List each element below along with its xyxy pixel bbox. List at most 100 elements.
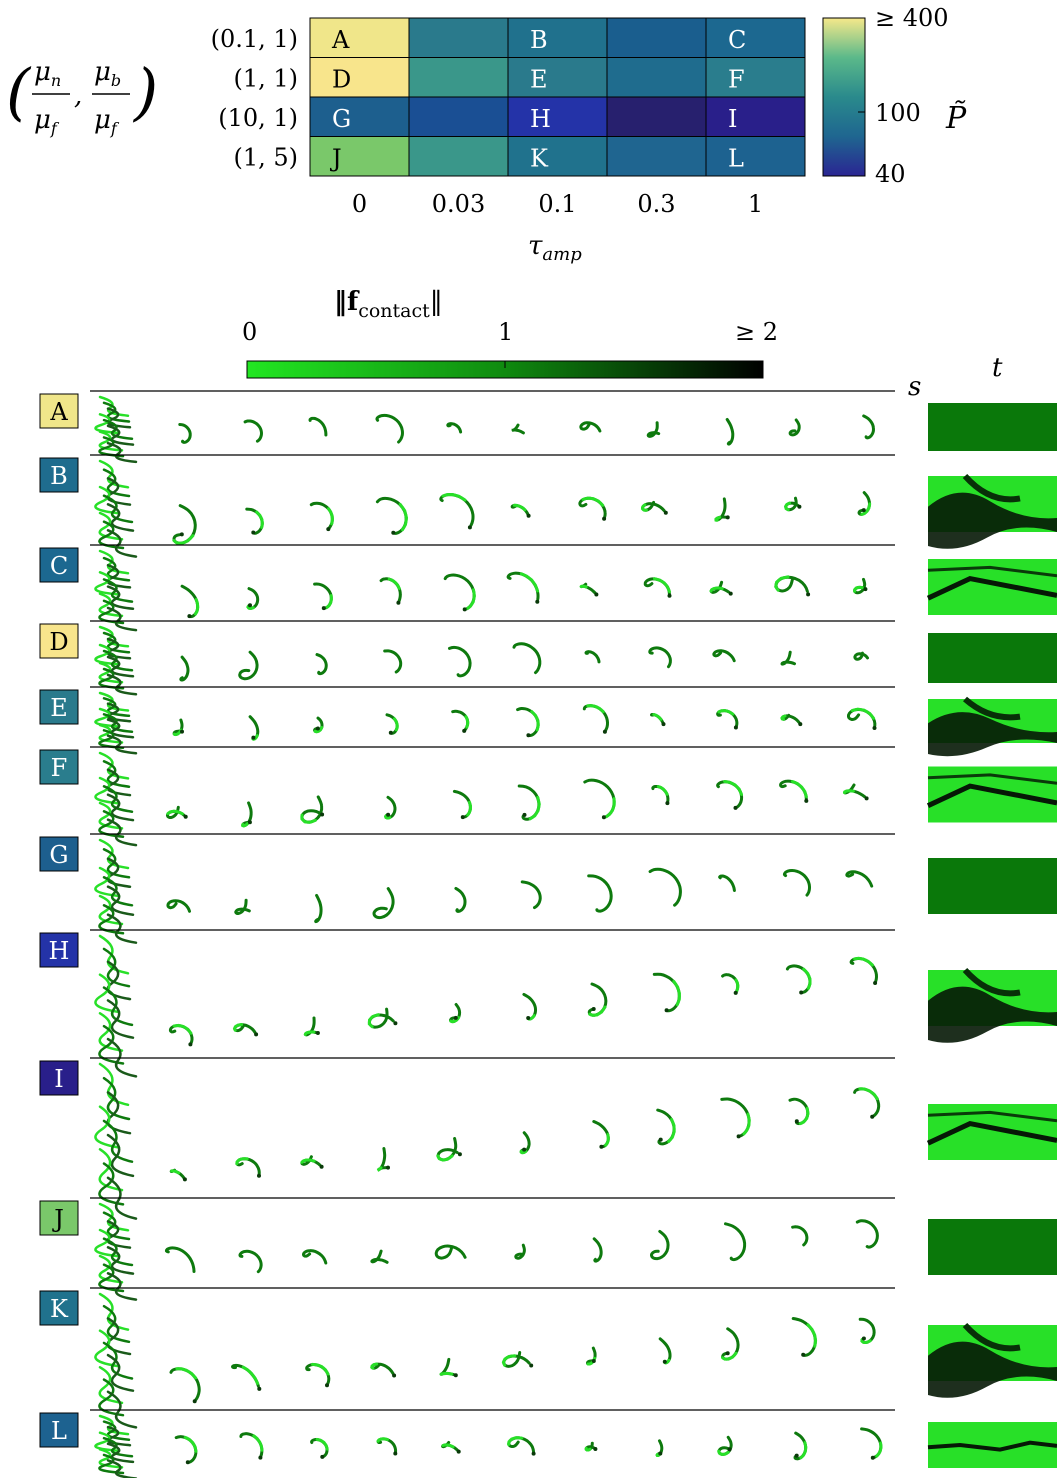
- heatmap-cell-letter: C: [728, 26, 746, 54]
- filament-contact-segment: [714, 515, 722, 522]
- row-badge: [39, 1290, 79, 1326]
- overlay-strand: [94, 1228, 121, 1258]
- filament-snapshot: [516, 706, 540, 737]
- filament-snapshot: [520, 880, 542, 910]
- filament-contact-segment: [802, 967, 812, 990]
- filament-contact-segment: [528, 795, 541, 821]
- row-badge-label: F: [51, 754, 68, 782]
- overlay-strand: [102, 947, 131, 988]
- filament-end: [798, 722, 803, 727]
- overlay-strand: [94, 1329, 121, 1368]
- filament-end: [320, 1454, 325, 1459]
- filament-contact-segment: [241, 1365, 260, 1385]
- overlay-strand: [98, 430, 124, 452]
- row-badge: [39, 1200, 79, 1236]
- filament-contact-segment: [790, 780, 808, 798]
- heatmap-cell: [705, 17, 806, 58]
- row-badge-label: D: [49, 628, 68, 656]
- filament-end: [187, 614, 192, 619]
- overlay-strand: [102, 1341, 134, 1380]
- overlay-strand: [94, 776, 121, 805]
- filament-snapshot: [301, 1249, 328, 1265]
- filament-contact-segment: [721, 1351, 738, 1361]
- row-badge-label: G: [49, 841, 68, 869]
- filament-end: [386, 812, 391, 817]
- heatmap-cell-letter: H: [530, 105, 551, 133]
- filament-snapshot: [648, 867, 682, 907]
- filament-end: [185, 1460, 190, 1465]
- filament-end: [806, 592, 811, 597]
- filament-end: [315, 726, 320, 731]
- filament-contact-segment: [194, 598, 200, 616]
- row-badge: [39, 457, 79, 493]
- filament-snapshot: [512, 642, 542, 675]
- kymograph: [926, 766, 1057, 823]
- filament-contact-segment: [780, 714, 787, 721]
- filament-snapshot: [712, 649, 736, 663]
- overlay-strand: [106, 818, 138, 847]
- filament-snapshot: [721, 973, 740, 994]
- filament-end: [725, 515, 730, 520]
- filament-end: [870, 1114, 875, 1119]
- filament-contact-segment: [465, 588, 476, 611]
- filament-snapshot: [862, 414, 875, 440]
- ratio-label: ( μn μf , μb μf ): [6, 55, 158, 138]
- heatmap-cell-letter: J: [329, 145, 342, 173]
- filament-contact-segment: [466, 800, 473, 817]
- filament-end: [391, 530, 396, 535]
- filament-end: [599, 1144, 604, 1149]
- overlay-strand: [94, 973, 121, 1014]
- filament-end: [247, 820, 252, 825]
- filament-contact-segment: [398, 502, 409, 532]
- filament-contact-segment: [581, 496, 605, 507]
- filament-snapshot: [718, 874, 736, 892]
- filament-end: [733, 805, 738, 810]
- filament-end: [801, 1352, 806, 1357]
- filament-end: [254, 1032, 259, 1037]
- overlay-strand: [106, 673, 138, 696]
- overlay-strand: [102, 649, 134, 672]
- filament-snapshot: [578, 496, 607, 519]
- heatmap-cell-letter: D: [332, 66, 351, 94]
- overlay-strand: [102, 1211, 131, 1241]
- overlay-strand: [102, 401, 131, 423]
- heatmap-cell: [309, 57, 410, 98]
- filament-end: [396, 600, 401, 605]
- filament-end: [799, 990, 804, 995]
- left-paren: (: [6, 55, 32, 128]
- filament-end: [319, 1164, 324, 1169]
- filament-contact-segment: [579, 584, 588, 589]
- filament-end: [658, 1451, 663, 1456]
- filament-end: [392, 1373, 397, 1378]
- overlay-strand: [102, 697, 131, 718]
- overlay-tangle: [94, 1292, 138, 1429]
- kymograph-patch: [928, 712, 1057, 757]
- filament-snapshot: [308, 416, 328, 437]
- colorbar-p: ≥ 400 100 40 P̃: [822, 4, 967, 188]
- filament-contact-segment: [392, 717, 399, 732]
- filament-contact-segment: [300, 1158, 316, 1164]
- heatmap-cell: [507, 136, 608, 177]
- overlay-strand: [106, 734, 138, 755]
- overlay-strand: [102, 494, 134, 524]
- overlay-strand: [106, 655, 135, 678]
- filament-end: [257, 1173, 261, 1178]
- filament-contact-segment: [742, 1112, 751, 1136]
- filament-snapshot: [434, 1244, 467, 1260]
- heatmap-cell: [606, 136, 707, 177]
- filament-contact-segment: [734, 978, 740, 993]
- overlay-tangle: [94, 838, 138, 944]
- row-f: F: [39, 746, 1057, 847]
- overlay-strand: [106, 960, 132, 1001]
- colorbar-f-tick-2: ≥ 2: [735, 318, 778, 346]
- snapshot-rows: A B C D E F G H I J K L: [39, 390, 1057, 1478]
- heatmap-col-label: 1: [748, 190, 763, 218]
- filament-contact-segment: [723, 780, 743, 796]
- kymograph-field: [928, 403, 1057, 451]
- heatmap-cell: [309, 17, 410, 58]
- filament-contact-segment: [175, 1367, 198, 1380]
- filament-contact-segment: [672, 979, 681, 1007]
- filament-end: [664, 1008, 669, 1013]
- overlay-strand: [102, 1304, 131, 1344]
- overlay-strand: [106, 529, 138, 558]
